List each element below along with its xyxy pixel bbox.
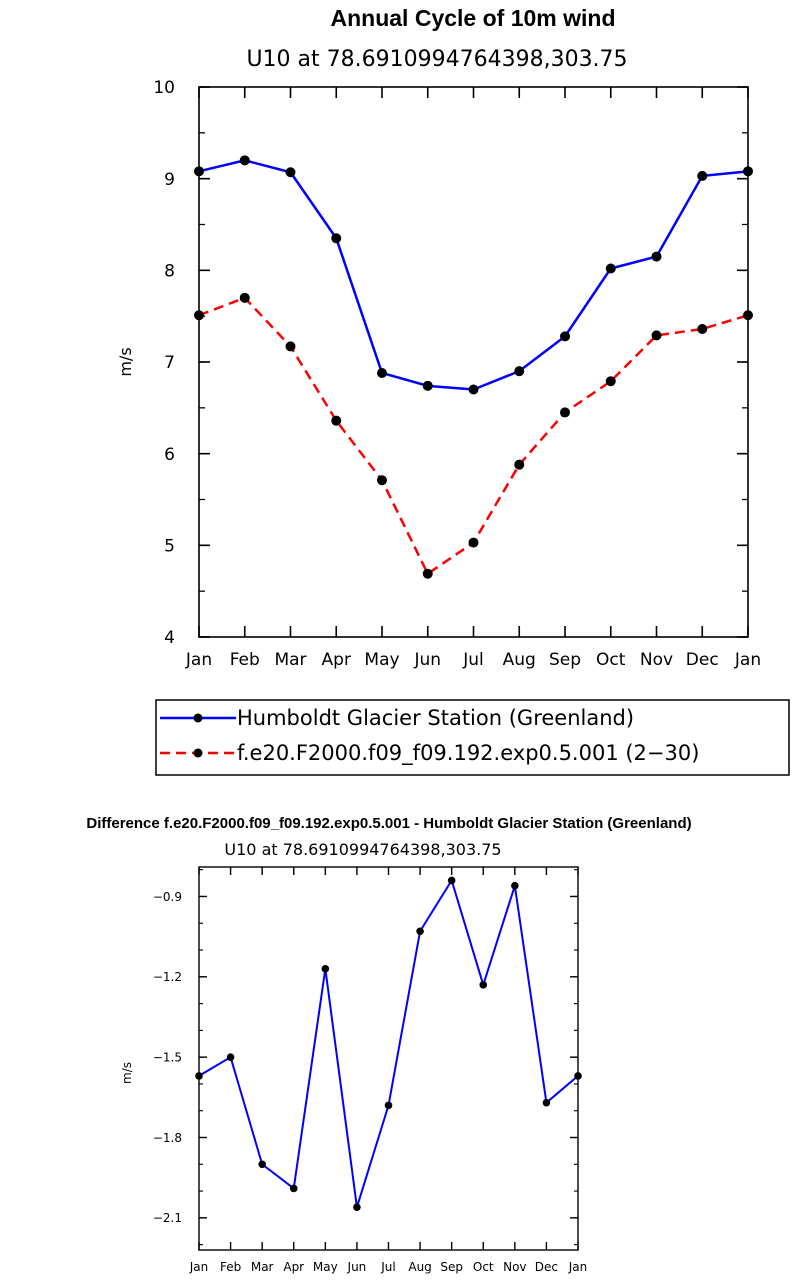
- chart1-xtick-label: Jul: [462, 650, 484, 670]
- chart1-series-2-point: [514, 459, 525, 470]
- chart2-title: Difference f.e20.F2000.f09_f09.192.exp0.…: [86, 815, 691, 832]
- chart1-xtick-label: Apr: [322, 650, 351, 670]
- chart2-xtick-label: Jan: [189, 1260, 209, 1274]
- chart2-subtitle: U10 at 78.6910994764398,303.75: [224, 840, 501, 859]
- chart2-ytick-label: −2.1: [153, 1211, 182, 1225]
- chart2-xtick-label: Mar: [251, 1260, 274, 1274]
- chart1-xtick-label: Sep: [549, 650, 581, 670]
- chart1-title: Annual Cycle of 10m wind: [331, 5, 616, 31]
- chart2-plot-area: Jan Feb Mar Apr May Jun Jul Aug Sep Oct Nov Dec Jan −…: [153, 866, 588, 1274]
- chart1-series-2-point: [422, 568, 433, 579]
- chart2-xtick-label: Dec: [535, 1260, 558, 1274]
- chart1-series-2-point: [743, 310, 753, 321]
- chart1-series-1-point: [285, 167, 296, 178]
- chart1-series-2-point: [331, 415, 342, 426]
- chart1-xtick-label: Jun: [413, 650, 441, 670]
- chart2-xtick-label: Apr: [283, 1260, 304, 1274]
- legend-label-series-2: f.e20.F2000.f09_f09.192.exp0.5.001 (2−30…: [237, 741, 699, 766]
- legend-label-series-1: Humboldt Glacier Station (Greenland): [237, 706, 634, 730]
- chart1-ytick-label: 6: [164, 445, 175, 465]
- chart1-ylabel: m/s: [116, 347, 135, 376]
- chart1-series-1-point: [743, 166, 753, 177]
- chart1-xtick-label: Feb: [230, 650, 260, 670]
- chart2-ytick-label: −1.5: [153, 1050, 182, 1064]
- legend-marker-series-1: [193, 713, 203, 723]
- chart2-series-1-point: [321, 964, 330, 973]
- legend-box: [155, 699, 790, 776]
- chart2-xtick-label: Jun: [347, 1260, 367, 1274]
- chart1-series-1-point: [514, 366, 525, 377]
- chart1-xtick-label: Nov: [640, 650, 673, 670]
- chart2-xtick-label: May: [313, 1260, 338, 1274]
- chart1-series-1-point: [194, 166, 204, 177]
- chart1-series-2-point: [194, 310, 204, 321]
- chart2-ytick-label: −1.8: [153, 1131, 182, 1145]
- chart1-series-2-point: [560, 407, 570, 418]
- chart2-series-1-point: [226, 1053, 235, 1061]
- chart1-series-1-point: [377, 368, 387, 378]
- chart2-xtick-label: Aug: [408, 1260, 431, 1274]
- chart1-subtitle: U10 at 78.6910994764398,303.75: [246, 47, 627, 72]
- chart1-ytick-label: 7: [164, 353, 175, 373]
- chart1-ytick-label: 9: [164, 170, 175, 190]
- legend-marker-series-2: [193, 748, 203, 758]
- chart1-series-2-point: [377, 475, 387, 486]
- chart1-xtick-label: Aug: [503, 650, 536, 670]
- chart2-xtick-label: Oct: [473, 1260, 494, 1274]
- chart1-ytick-label: 8: [164, 261, 175, 281]
- chart2-series-1-point: [479, 981, 488, 989]
- chart1-series-1-point: [239, 155, 250, 166]
- chart1-ytick-label: 4: [164, 628, 175, 648]
- chart2-series-1-point: [511, 881, 519, 890]
- chart1-series-1-line: [198, 159, 749, 391]
- chart2-xtick-label: Jan: [568, 1260, 588, 1274]
- chart1-xtick-label: May: [364, 650, 399, 670]
- chart2-series-1-line: [198, 877, 579, 1208]
- chart1-series-2-point: [651, 330, 662, 341]
- chart1-plot-area: Jan Feb Mar Apr May Jun Jul Aug Sep Oct Nov Dec Jan 4…: [153, 78, 761, 670]
- chart2-xtick-label: Jul: [380, 1260, 395, 1274]
- chart1-series-2-point: [697, 324, 708, 334]
- chart1-series-1-point: [651, 251, 662, 262]
- chart1-xtick-label: Jan: [185, 650, 212, 670]
- chart1-series-2-point: [239, 292, 250, 303]
- chart1-series-1-point: [422, 380, 433, 391]
- chart2-ytick-label: −1.2: [153, 970, 182, 984]
- chart2-xtick-label: Nov: [503, 1260, 526, 1274]
- chart1-xtick-label: Oct: [596, 650, 626, 670]
- chart1-series-1-point: [605, 263, 616, 274]
- chart1-series-1-point: [468, 384, 479, 395]
- chart2-ytick-label: −0.9: [153, 890, 182, 904]
- chart1-series-2-point: [468, 537, 479, 548]
- chart2-xtick-label: Feb: [220, 1260, 241, 1274]
- chart2-series-1-point: [258, 1160, 266, 1169]
- chart2-series-1-point: [574, 1072, 582, 1080]
- chart2-series-1-point: [195, 1072, 203, 1080]
- chart2-series-1-point: [447, 876, 456, 885]
- chart1-ytick-label: 5: [164, 536, 175, 556]
- chart2-series-1-point: [542, 1098, 551, 1107]
- chart1-xtick-label: Mar: [274, 650, 306, 670]
- chart1-ytick-label: 10: [153, 78, 175, 98]
- chart2-series-1-point: [289, 1184, 298, 1193]
- chart1-series-1-point: [560, 331, 570, 342]
- chart1-series-2-point: [605, 376, 616, 387]
- chart2-series-1-point: [384, 1101, 393, 1110]
- chart2-ylabel: m/s: [120, 1062, 134, 1084]
- chart1-xtick-label: Dec: [686, 650, 719, 670]
- chart1-series-1-point: [697, 170, 708, 181]
- chart1-series-2-point: [285, 341, 296, 352]
- chart1-xtick-label: Jan: [734, 650, 761, 670]
- chart1-series-1-point: [331, 233, 342, 244]
- chart2-series-1-point: [353, 1203, 361, 1211]
- chart2-xtick-label: Sep: [440, 1260, 463, 1274]
- chart1-legend: Humboldt Glacier Station (Greenland) f.e…: [155, 699, 790, 776]
- chart1-series-2-line: [198, 296, 749, 576]
- chart2-series-1-point: [416, 927, 424, 936]
